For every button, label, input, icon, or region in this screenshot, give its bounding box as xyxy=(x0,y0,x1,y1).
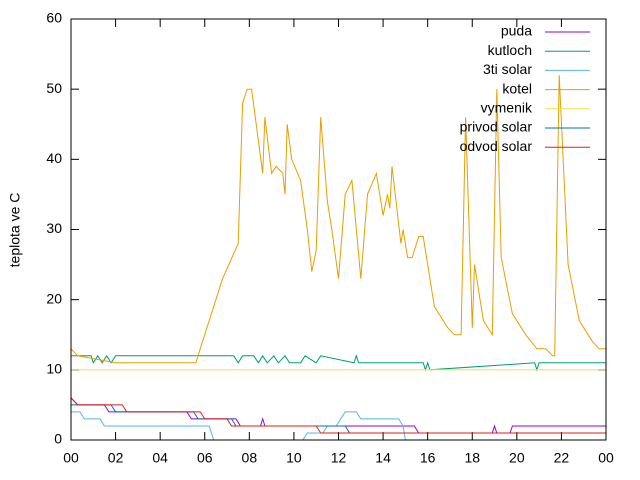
x-tick-label: 00 xyxy=(598,450,614,466)
y-tick-label: 40 xyxy=(46,150,62,166)
x-tick-label: 08 xyxy=(242,450,258,466)
series-line xyxy=(71,411,606,440)
series-line xyxy=(71,75,606,364)
y-tick-label: 60 xyxy=(46,10,62,26)
legend-label: kutloch xyxy=(488,42,532,58)
legend-label: 3ti solar xyxy=(483,61,532,77)
x-tick-label: 14 xyxy=(375,450,391,466)
series-line xyxy=(71,397,606,434)
y-tick-label: 20 xyxy=(46,290,62,306)
y-tick-label: 50 xyxy=(46,80,62,96)
x-tick-label: 04 xyxy=(152,450,168,466)
plot-border xyxy=(70,18,607,441)
x-tick-label: 18 xyxy=(464,450,480,466)
legend-label: odvod solar xyxy=(460,138,533,154)
legend-label: privod solar xyxy=(460,119,533,135)
y-tick-label: 0 xyxy=(54,431,62,447)
x-tick-label: 20 xyxy=(509,450,525,466)
legend-label: puda xyxy=(501,23,532,39)
y-axis-label: teplota ve C xyxy=(7,193,23,268)
x-tick-label: 06 xyxy=(197,450,213,466)
y-tick-label: 10 xyxy=(46,361,62,377)
legend-label: vymenik xyxy=(481,100,533,116)
x-tick-label: 02 xyxy=(108,450,124,466)
x-tick-label: 00 xyxy=(63,450,79,466)
series-line xyxy=(71,397,606,434)
series-line xyxy=(71,404,606,434)
legend-label: kotel xyxy=(502,80,532,96)
series-line xyxy=(71,354,606,372)
x-tick-label: 10 xyxy=(286,450,302,466)
x-tick-label: 22 xyxy=(554,450,570,466)
y-tick-label: 30 xyxy=(46,220,62,236)
x-tick-label: 16 xyxy=(420,450,436,466)
x-tick-label: 12 xyxy=(331,450,347,466)
